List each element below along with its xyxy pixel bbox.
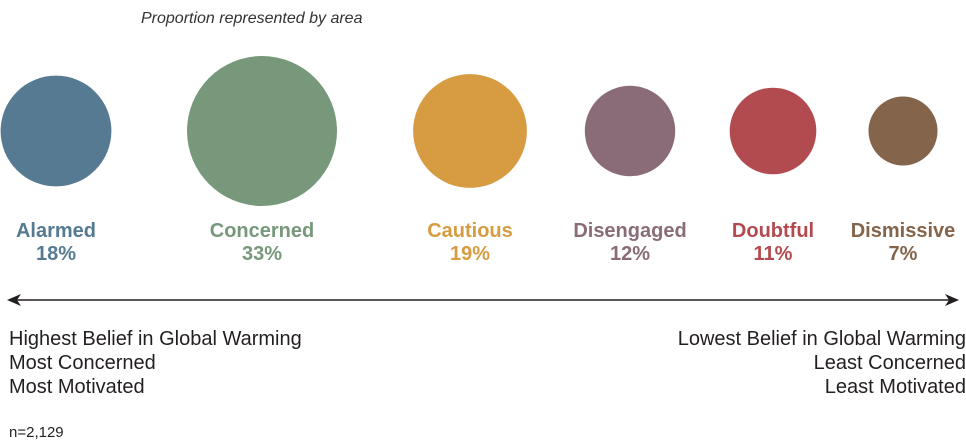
chart-note: Proportion represented by area: [141, 10, 363, 27]
bubble-disengaged: [584, 85, 676, 177]
bubble-chart: [0, 56, 938, 206]
segment-name: Doubtful: [731, 220, 815, 242]
segment-percent: 12%: [609, 243, 651, 265]
segment-percent: 19%: [449, 243, 491, 265]
scale-right-line: Least Motivated: [824, 376, 966, 398]
segment-percent: 33%: [241, 243, 283, 265]
bubble-concerned: [187, 56, 337, 206]
segment-name: Cautious: [427, 220, 513, 242]
segment-percent: 11%: [753, 243, 793, 265]
scale-left-line: Most Concerned: [9, 352, 156, 374]
segment-label-disengaged: Disengaged 12%: [550, 219, 710, 265]
bubble-doubtful: [729, 87, 817, 175]
bubble-dismissive: [868, 96, 938, 166]
segment-percent: 18%: [35, 243, 77, 265]
scale-left-line: Highest Belief in Global Warming: [9, 328, 302, 350]
arrowhead-right-icon: [945, 294, 959, 306]
sample-size: n=2,129: [9, 424, 64, 441]
scale-left-line: Most Motivated: [9, 376, 145, 398]
segment-name: Disengaged: [573, 220, 687, 242]
scale-right-labels: Lowest Belief in Global Warming Least Co…: [678, 327, 966, 399]
belief-scale-arrow: [7, 294, 959, 306]
segment-name: Alarmed: [15, 220, 97, 242]
bubble-alarmed: [0, 75, 112, 187]
segment-name: Dismissive: [850, 220, 956, 242]
segment-label-dismissive: Dismissive 7%: [823, 219, 966, 265]
arrowhead-left-icon: [7, 294, 21, 306]
bubble-cautious: [413, 74, 527, 188]
segment-label-concerned: Concerned 33%: [182, 219, 342, 265]
segment-percent: 7%: [888, 243, 918, 265]
segment-label-cautious: Cautious 19%: [390, 219, 550, 265]
segment-label-doubtful: Doubtful 11%: [693, 219, 853, 265]
scale-right-line: Least Concerned: [813, 352, 966, 374]
segment-label-alarmed: Alarmed 18%: [0, 219, 136, 265]
scale-left-labels: Highest Belief in Global Warming Most Co…: [9, 327, 302, 399]
scale-right-line: Lowest Belief in Global Warming: [677, 328, 966, 350]
segment-name: Concerned: [209, 220, 315, 242]
